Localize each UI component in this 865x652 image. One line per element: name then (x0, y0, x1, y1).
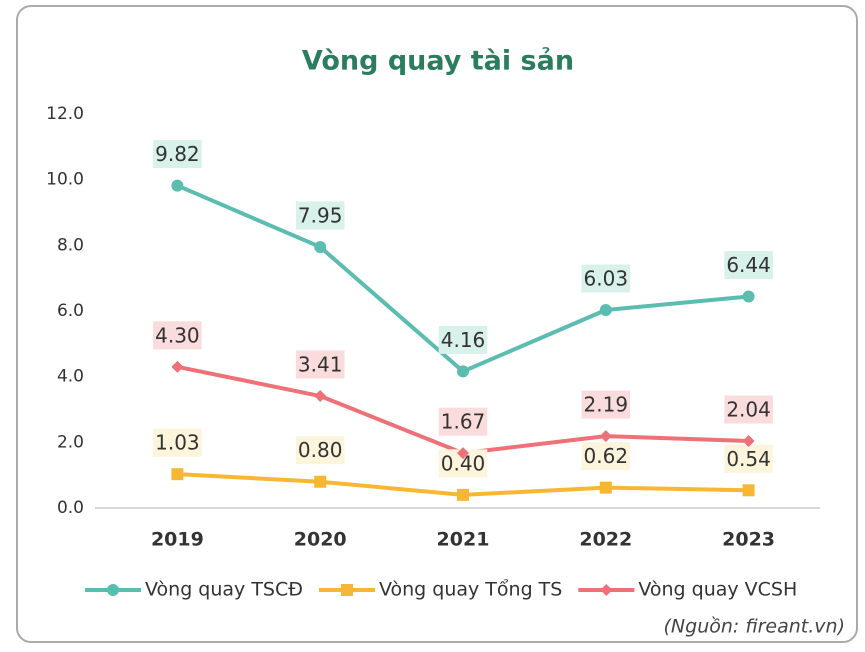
point (314, 475, 327, 488)
value-label: 2.19 (584, 393, 629, 417)
x-tick-label: 2019 (151, 529, 204, 551)
x-tick-label: 2022 (579, 529, 632, 551)
value-label-bg (724, 251, 773, 280)
point (742, 435, 755, 448)
value-label: 4.30 (155, 323, 200, 347)
point (599, 430, 612, 443)
source: (Nguồn: fireant.vn) (664, 616, 845, 638)
legend-marker (107, 584, 119, 596)
value-label: 3.41 (298, 353, 343, 377)
value-label: 0.62 (584, 444, 629, 468)
y-tick-label: 4.0 (57, 367, 84, 387)
value-label-bg (581, 264, 631, 293)
value-label: 7.95 (298, 203, 343, 227)
value-label: 2.04 (726, 398, 771, 422)
value-label-bg (295, 350, 345, 379)
value-label: 4.16 (441, 328, 486, 352)
x-tick-label: 2020 (294, 529, 347, 551)
value-label-bg (581, 442, 631, 471)
point (599, 304, 612, 317)
legend-label: Vòng quay Tổng TS (379, 579, 562, 601)
y-tick-label: 12.0 (46, 104, 84, 124)
point (314, 390, 327, 403)
value-label: 9.82 (155, 142, 200, 166)
legend-marker (340, 584, 353, 596)
y-tick-label: 6.0 (57, 301, 84, 321)
legend-marker (600, 584, 613, 596)
value-label-bg (153, 321, 202, 350)
point (314, 240, 327, 253)
value-label: 1.03 (155, 431, 200, 455)
point (457, 447, 469, 460)
value-label: 0.80 (298, 438, 343, 462)
frame (16, 5, 858, 643)
point (457, 365, 469, 378)
value-label-bg (724, 395, 773, 424)
chart-title: Vòng quay tài sản (302, 46, 574, 77)
value-label: 6.44 (726, 253, 771, 277)
y-tick-label: 2.0 (57, 432, 84, 452)
point (742, 484, 755, 497)
value-label-bg (724, 444, 773, 473)
y-tick-label: 8.0 (57, 235, 84, 255)
value-label-bg (295, 201, 345, 230)
value-label-bg (438, 325, 488, 354)
value-label-bg (438, 407, 488, 436)
y-tick-label: 0.0 (57, 498, 84, 518)
value-label-bg (295, 436, 345, 465)
value-label: 1.67 (441, 410, 486, 434)
legend-label: Vòng quay VCSH (638, 579, 797, 601)
x-tick-label: 2021 (437, 529, 490, 551)
x-tick-label: 2023 (722, 529, 775, 551)
value-label-bg (581, 390, 631, 419)
point (457, 488, 469, 501)
point (599, 481, 612, 494)
value-label: 0.54 (726, 447, 771, 471)
legend-label: Vòng quay TSCĐ (145, 579, 303, 601)
value-label: 6.03 (584, 267, 629, 291)
point (171, 179, 184, 192)
value-label-bg (153, 140, 202, 169)
point (742, 290, 755, 303)
value-label-bg (153, 428, 202, 457)
y-tick-label: 10.0 (46, 170, 84, 190)
point (171, 360, 184, 373)
point (171, 468, 184, 481)
